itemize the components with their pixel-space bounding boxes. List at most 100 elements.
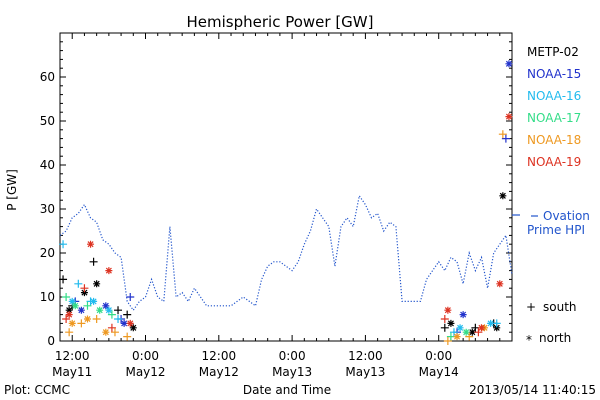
series-noaa-15 xyxy=(71,60,513,337)
south-point xyxy=(474,328,483,337)
south-point xyxy=(59,275,68,284)
legend-entry: NOAA-16 xyxy=(527,89,581,103)
chart-title: Hemispheric Power [GW] xyxy=(187,13,374,31)
south-point xyxy=(80,284,89,293)
x-tick-label-date: May13 xyxy=(272,365,312,379)
south-point xyxy=(107,323,116,332)
x-axis: 12:00 May11 0:00 May12 12:00 May12 0:00 May13 12… xyxy=(52,33,513,379)
south-point xyxy=(123,332,132,341)
north-point xyxy=(453,333,461,341)
y-axis: 0 10 20 30 40 50 60 xyxy=(40,32,512,348)
south-point xyxy=(107,310,116,319)
marker-legend: + south * north xyxy=(526,300,577,347)
north-point xyxy=(496,280,504,288)
x-tick-label-time: 0:00 xyxy=(279,349,306,363)
x-tick-label-time: 0:00 xyxy=(425,349,452,363)
x-tick-label-date: May12 xyxy=(199,365,239,379)
y-tick-label: 50 xyxy=(40,114,55,128)
north-point xyxy=(87,240,95,248)
north-point xyxy=(77,306,85,314)
south-point xyxy=(62,293,71,301)
y-tick-label: 60 xyxy=(40,70,55,84)
north-point xyxy=(80,289,88,297)
north-point xyxy=(96,306,104,314)
north-point xyxy=(493,324,501,332)
south-point xyxy=(65,328,74,337)
north-point xyxy=(90,297,98,305)
ovation-line xyxy=(59,194,513,312)
south-point xyxy=(114,306,123,315)
north-point xyxy=(65,311,73,319)
north-point xyxy=(462,328,470,336)
y-tick-label: 40 xyxy=(40,158,55,172)
north-point xyxy=(83,315,91,323)
north-point xyxy=(68,297,76,305)
x-tick-label-time: 0:00 xyxy=(132,349,159,363)
series-noaa-19 xyxy=(62,113,513,337)
north-point xyxy=(120,319,128,327)
legend-entry: NOAA-17 xyxy=(527,111,581,125)
north-point xyxy=(126,319,134,327)
legend-entry: NOAA-19 xyxy=(527,155,581,169)
y-tick-label: 20 xyxy=(40,246,55,260)
south-marker-symbol: + xyxy=(526,300,536,314)
north-point xyxy=(68,319,76,327)
ovation-legend: Ovation Prime HPI xyxy=(512,209,590,237)
south-point xyxy=(123,310,132,319)
x-tick-label-date: May14 xyxy=(419,365,459,379)
legend-entry: METP-02 xyxy=(527,45,579,59)
legend: METP-02 NOAA-15 NOAA-16 NOAA-17 NOAA-18 NOAA-… xyxy=(527,45,581,169)
x-tick-label-time: 12:00 xyxy=(202,349,237,363)
north-point xyxy=(105,306,113,314)
north-marker-symbol: * xyxy=(526,333,532,347)
satellite-points xyxy=(59,60,513,345)
plot-frame xyxy=(59,32,513,342)
north-point xyxy=(93,280,101,288)
north-point xyxy=(102,328,110,336)
plot-area xyxy=(59,32,513,342)
south-point xyxy=(449,328,458,337)
south-point xyxy=(77,319,86,328)
y-tick-label: 30 xyxy=(40,202,55,216)
ovation-series xyxy=(59,194,513,312)
x-axis-label: Date and Time xyxy=(243,383,331,397)
north-point xyxy=(129,324,137,332)
south-point xyxy=(126,293,135,301)
series-metp-02 xyxy=(59,192,507,336)
north-point xyxy=(459,311,467,319)
x-tick-label-time: 12:00 xyxy=(55,349,90,363)
north-point xyxy=(487,319,495,327)
south-point xyxy=(74,279,83,288)
legend-entry: NOAA-18 xyxy=(527,133,581,147)
x-tick-label-date: May13 xyxy=(345,365,385,379)
north-point xyxy=(456,324,464,332)
series-noaa-18 xyxy=(65,130,507,345)
south-point xyxy=(110,328,119,337)
south-point xyxy=(501,134,510,143)
south-point xyxy=(92,315,101,323)
south-point xyxy=(465,332,474,341)
south-point xyxy=(59,240,68,249)
north-point xyxy=(468,328,476,336)
north-marker-label: north xyxy=(539,331,571,345)
south-marker-label: south xyxy=(543,300,577,314)
south-point xyxy=(443,337,452,345)
y-tick-label: 10 xyxy=(40,290,55,304)
south-point xyxy=(83,301,92,310)
series-noaa-16 xyxy=(59,240,501,337)
north-point xyxy=(71,302,79,310)
south-point xyxy=(498,130,507,139)
series-noaa-17 xyxy=(62,293,470,341)
plot-timestamp: 2013/05/14 11:40:15 xyxy=(469,383,596,397)
ovation-label-line1: Ovation xyxy=(543,209,590,223)
y-axis-label: P [GW] xyxy=(5,169,19,211)
north-point xyxy=(477,324,485,332)
north-point xyxy=(102,302,110,310)
y-tick-label: 0 xyxy=(47,334,55,348)
south-point xyxy=(62,315,71,323)
x-tick-label-date: May12 xyxy=(125,365,165,379)
north-point xyxy=(444,306,452,314)
x-tick-label-date: May11 xyxy=(52,365,92,379)
ovation-label-line2: Prime HPI xyxy=(527,223,585,237)
